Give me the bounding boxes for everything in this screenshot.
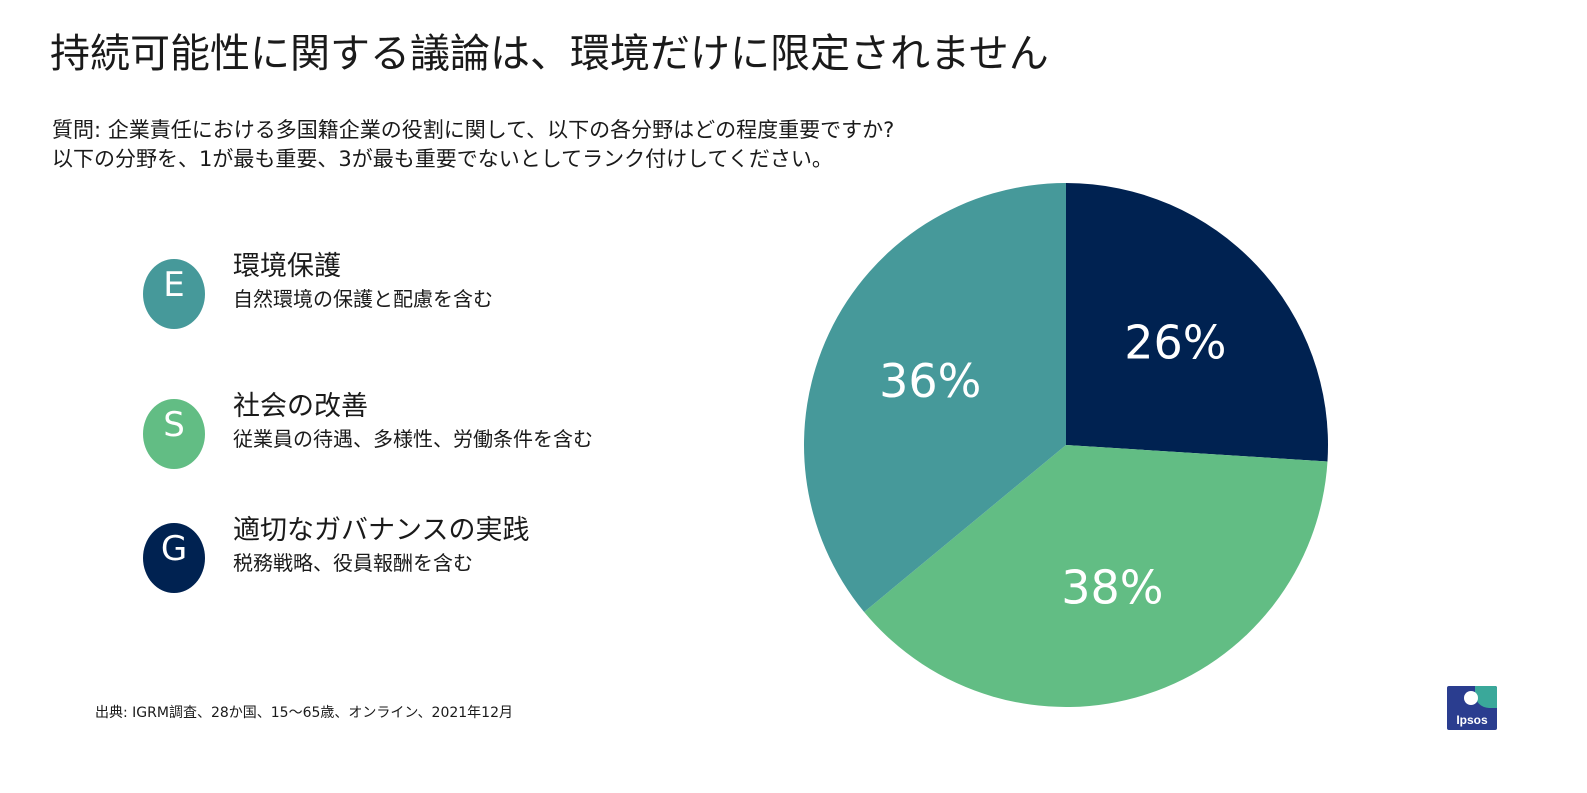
legend-desc-governance: 税務戦略、役員報酬を含む [233, 551, 473, 575]
page-title: 持続可能性に関する議論は、環境だけに限定されません [50, 31, 1049, 77]
source-note: 出典: IGRM調査、28か国、15～65歳、オンライン、2021年12月 [95, 705, 513, 721]
legend-title-social: 社会の改善 [233, 391, 368, 422]
survey-question: 質問: 企業責任における多国籍企業の役割に関して、以下の各分野はどの程度重要です… [52, 116, 894, 174]
badge-s: S [143, 399, 205, 469]
ipsos-logo: Ipsos [1447, 686, 1497, 730]
pie-label-g: 26% [1124, 315, 1226, 369]
question-line-1: 質問: 企業責任における多国籍企業の役割に関して、以下の各分野はどの程度重要です… [52, 118, 895, 142]
badge-e: E [143, 259, 205, 329]
legend-title-environment: 環境保護 [233, 251, 341, 282]
logo-circle-icon [1464, 691, 1478, 705]
pie-label-e: 36% [879, 354, 981, 408]
pie-slice-e [803, 182, 1066, 613]
logo-mark-icon [1475, 686, 1497, 708]
pie-label-s: 38% [1061, 561, 1163, 615]
legend-desc-environment: 自然環境の保護と配慮を含む [233, 287, 493, 311]
question-line-2: 以下の分野を、1が最も重要、3が最も重要でないとしてランク付けしてください。 [52, 147, 833, 171]
pie-slice-s [864, 445, 1328, 707]
pie-slice-g [1066, 183, 1328, 462]
legend-desc-social: 従業員の待遇、多様性、労働条件を含む [233, 427, 593, 451]
badge-g: G [143, 523, 205, 593]
legend-title-governance: 適切なガバナンスの実践 [233, 515, 530, 546]
logo-text: Ipsos [1456, 713, 1488, 727]
